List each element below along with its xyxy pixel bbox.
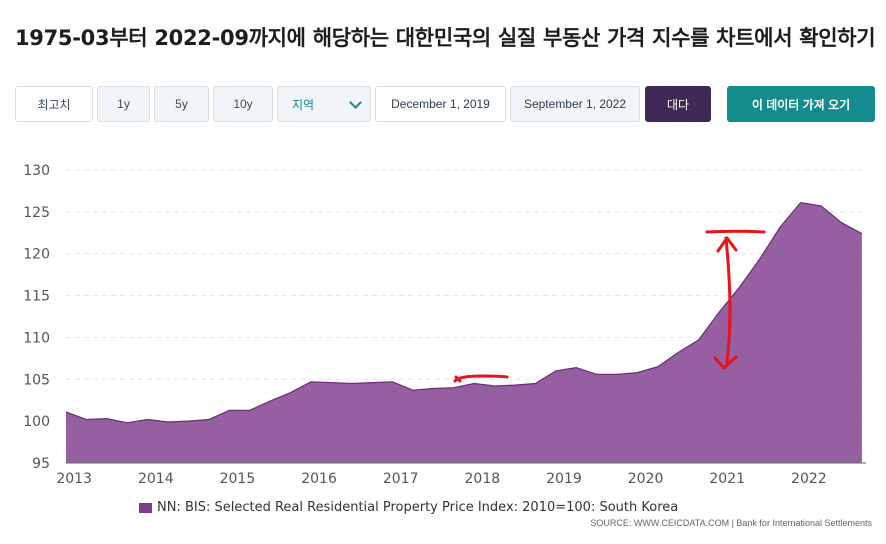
legend-swatch	[139, 502, 152, 513]
y-tick-label: 110	[23, 330, 50, 346]
annotation-mark-2018	[453, 374, 509, 383]
x-tick-label: 2021	[709, 471, 745, 487]
x-tick-label: 2014	[138, 471, 174, 487]
y-tick-label: 115	[23, 289, 50, 305]
legend-label: NN: BIS: Selected Real Residential Prope…	[157, 500, 679, 515]
series-area	[66, 202, 862, 463]
x-tick-label: 2022	[791, 471, 827, 487]
annotation-peak-line	[705, 229, 766, 234]
x-axis: 2013 2014 2015 2016 2017 2018 2019 2020 2021 2022	[56, 471, 826, 487]
y-tick-label: 95	[32, 456, 50, 472]
start-date-input[interactable]: December 1, 2019	[375, 86, 506, 122]
hand-drawn-annotations	[453, 229, 766, 383]
x-tick-label: 2013	[56, 471, 92, 487]
region-select-label: 지역	[292, 97, 315, 112]
y-tick-label: 120	[23, 247, 50, 263]
get-data-button[interactable]: 이 데이터 가져 오기	[727, 86, 875, 122]
source-note: SOURCE: WWW.CEICDATA.COM | Bank for Inte…	[590, 518, 872, 528]
y-axis: 95 100 105 110 115 120 125 130	[23, 163, 50, 472]
x-tick-label: 2015	[220, 471, 256, 487]
y-tick-label: 100	[23, 414, 50, 430]
y-tick-label: 125	[23, 205, 50, 221]
x-tick-label: 2016	[301, 471, 337, 487]
y-tick-label: 130	[23, 163, 50, 179]
apply-button[interactable]: 대다	[645, 86, 711, 122]
range-10y-button[interactable]: 10y	[213, 86, 273, 122]
end-date-input[interactable]: September 1, 2022	[510, 86, 640, 122]
annotation-arrow	[713, 236, 738, 370]
y-tick-label: 105	[23, 372, 50, 388]
x-tick-label: 2018	[465, 471, 501, 487]
x-tick-label: 2017	[383, 471, 419, 487]
range-max-button[interactable]: 최고치	[15, 86, 93, 122]
chart-legend: NN: BIS: Selected Real Residential Prope…	[139, 500, 678, 515]
range-5y-button[interactable]: 5y	[154, 86, 209, 122]
range-1y-button[interactable]: 1y	[97, 86, 150, 122]
page-title: 1975-03부터 2022-09까지에 해당하는 대한민국의 실질 부동산 가…	[15, 26, 876, 50]
x-tick-label: 2019	[546, 471, 582, 487]
region-select[interactable]: 지역	[277, 86, 371, 122]
x-tick-label: 2020	[628, 471, 664, 487]
